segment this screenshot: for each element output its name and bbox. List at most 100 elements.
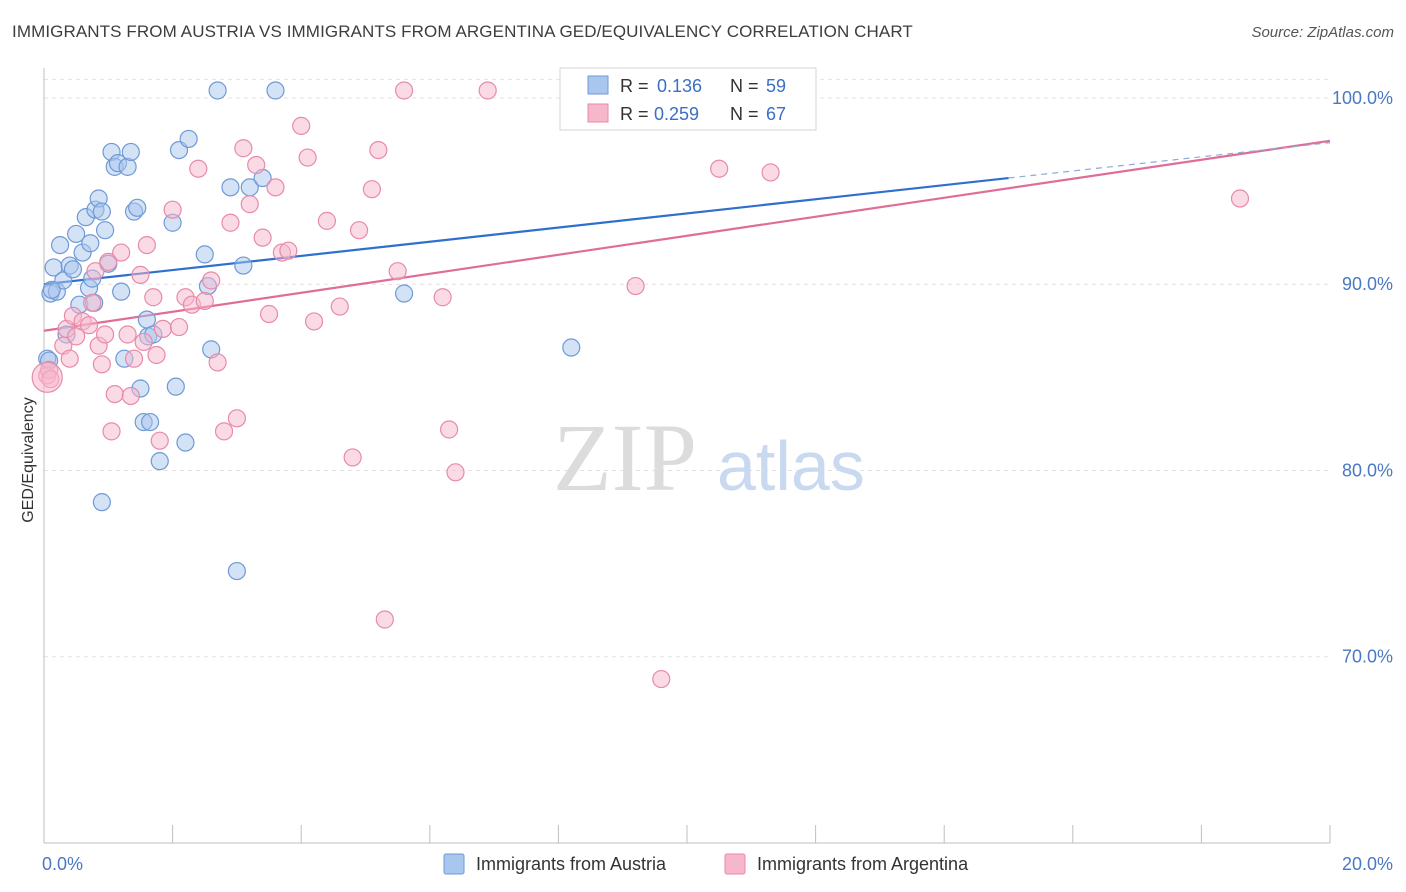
- data-point-argentina: [298, 148, 317, 167]
- data-point-austria: [234, 256, 253, 275]
- data-point-argentina: [343, 448, 362, 467]
- data-point-austria: [112, 282, 131, 301]
- data-point-argentina: [150, 431, 169, 450]
- series-legend-swatch-argentina: [724, 853, 746, 875]
- chart-title: IMMIGRANTS FROM AUSTRIA VS IMMIGRANTS FR…: [12, 22, 913, 41]
- data-point-argentina: [189, 159, 208, 178]
- data-point-argentina: [221, 213, 240, 232]
- data-points: [31, 81, 1250, 689]
- data-point-argentina: [626, 276, 645, 296]
- data-point-argentina: [102, 422, 121, 441]
- data-point-argentina: [362, 180, 382, 199]
- data-point-argentina: [112, 243, 131, 262]
- data-point-argentina: [92, 355, 111, 374]
- legend-r-label-austria: R =: [620, 76, 649, 96]
- x-tick-label: 0.0%: [42, 854, 83, 874]
- trendline-argentina: [43, 139, 1331, 332]
- data-point-argentina: [121, 386, 140, 406]
- series-legend-label-austria: Immigrants from Austria: [476, 854, 667, 874]
- data-point-argentina: [253, 228, 272, 247]
- data-point-argentina: [279, 241, 298, 260]
- data-point-argentina: [330, 297, 349, 316]
- data-point-argentina: [86, 262, 105, 281]
- data-point-argentina: [369, 140, 388, 160]
- legend-r-value-austria: 0.136: [657, 76, 702, 96]
- data-point-argentina: [266, 178, 285, 197]
- y-tick-label: 90.0%: [1342, 274, 1393, 294]
- data-point-argentina: [208, 353, 227, 372]
- trend-lines: [43, 139, 1331, 332]
- data-point-argentina: [83, 293, 102, 312]
- data-point-austria: [50, 235, 70, 255]
- series-legend-label-argentina: Immigrants from Argentina: [757, 854, 969, 874]
- data-point-argentina: [95, 325, 115, 344]
- legend-n-value-austria: 59: [766, 76, 786, 96]
- data-point-austria: [92, 202, 111, 221]
- data-point-austria: [266, 81, 285, 100]
- data-point-austria: [67, 224, 86, 244]
- legend-r-label-argentina: R =: [620, 104, 649, 124]
- data-point-argentina: [227, 409, 246, 428]
- legend-n-label-austria: N =: [730, 76, 759, 96]
- data-point-argentina: [202, 271, 221, 290]
- watermark-zip: ZIP: [553, 404, 697, 511]
- data-point-argentina: [259, 304, 279, 324]
- data-point-austria: [140, 412, 160, 432]
- data-point-argentina: [317, 211, 337, 230]
- data-point-austria: [128, 198, 147, 217]
- trendline-austria-extension: [1008, 142, 1331, 179]
- series-legend-swatch-austria: [443, 853, 465, 875]
- data-point-argentina: [79, 316, 99, 335]
- data-point-argentina: [433, 288, 452, 307]
- y-tick-label: 70.0%: [1342, 647, 1393, 667]
- data-point-austria: [179, 129, 198, 149]
- data-point-argentina: [124, 349, 144, 368]
- data-point-austria: [166, 377, 185, 396]
- data-point-argentina: [60, 349, 79, 368]
- data-point-argentina: [478, 81, 497, 100]
- data-point-austria: [195, 245, 214, 264]
- legend-swatch-austria: [587, 75, 609, 95]
- data-point-argentina: [439, 420, 459, 439]
- data-point-austria: [118, 157, 137, 176]
- data-point-argentina: [134, 332, 153, 352]
- data-point-austria: [394, 284, 414, 303]
- data-point-austria: [81, 234, 100, 253]
- data-point-argentina: [169, 317, 189, 337]
- data-point-austria: [63, 260, 83, 279]
- data-point-argentina: [131, 265, 150, 284]
- y-tick-labels: 100.0% 90.0% 80.0% 70.0%: [1332, 88, 1393, 667]
- data-point-argentina: [446, 463, 465, 482]
- data-point-argentina: [214, 422, 234, 441]
- data-point-argentina: [118, 325, 137, 344]
- data-point-cluster: [31, 361, 63, 393]
- data-point-argentina: [195, 291, 214, 311]
- legend-n-label-argentina: N =: [730, 104, 759, 124]
- data-point-argentina: [652, 669, 671, 689]
- legend-r-value-argentina: 0.259: [654, 104, 699, 124]
- data-point-argentina: [349, 221, 369, 240]
- data-point-argentina: [163, 200, 182, 219]
- data-point-argentina: [147, 345, 166, 365]
- data-point-austria: [227, 561, 246, 581]
- data-point-austria: [95, 221, 115, 240]
- chart-source: Source: ZipAtlas.com: [1251, 24, 1394, 41]
- series-legend: Immigrants from Austria Immigrants from …: [443, 853, 969, 875]
- x-tick-label: 20.0%: [1342, 854, 1393, 874]
- data-point-argentina: [247, 155, 266, 175]
- trendline-austria: [43, 176, 1009, 286]
- x-tick-labels: 0.0% 20.0%: [42, 854, 1393, 874]
- data-point-argentina: [1230, 189, 1250, 208]
- data-point-argentina: [292, 116, 311, 135]
- data-point-austria: [42, 280, 61, 299]
- stats-legend: R = 0.136 N = 59 R = 0.259 N = 67: [559, 67, 817, 131]
- data-point-argentina: [394, 81, 414, 100]
- data-point-argentina: [375, 610, 394, 629]
- data-point-austria: [176, 433, 195, 452]
- y-tick-label: 100.0%: [1332, 88, 1393, 108]
- data-point-austria: [121, 142, 140, 162]
- data-point-argentina: [234, 139, 253, 158]
- y-tick-label: 80.0%: [1342, 460, 1393, 480]
- data-point-argentina: [240, 195, 259, 214]
- data-point-argentina: [99, 252, 118, 271]
